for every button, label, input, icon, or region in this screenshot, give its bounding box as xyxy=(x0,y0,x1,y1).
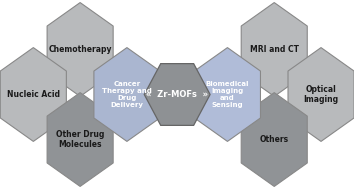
Text: Chemotherapy: Chemotherapy xyxy=(48,45,112,54)
Polygon shape xyxy=(0,48,66,141)
Text: Other Drug
Molecules: Other Drug Molecules xyxy=(56,130,104,149)
Text: Cancer
Therapy and
Drug
Delivery: Cancer Therapy and Drug Delivery xyxy=(102,81,152,108)
Polygon shape xyxy=(47,93,113,186)
Polygon shape xyxy=(94,48,160,141)
Polygon shape xyxy=(241,93,307,186)
Polygon shape xyxy=(194,48,261,141)
Text: MRI and CT: MRI and CT xyxy=(250,45,299,54)
Polygon shape xyxy=(241,3,307,96)
Text: Others: Others xyxy=(260,135,289,144)
Text: Optical
Imaging: Optical Imaging xyxy=(303,85,338,104)
Polygon shape xyxy=(47,3,113,96)
Polygon shape xyxy=(144,64,210,125)
Text: «  Zr-MOFs  »: « Zr-MOFs » xyxy=(146,90,208,99)
Text: Biomedical
Imaging
and
Sensing: Biomedical Imaging and Sensing xyxy=(206,81,249,108)
Polygon shape xyxy=(288,48,354,141)
Text: Nucleic Acid: Nucleic Acid xyxy=(7,90,60,99)
